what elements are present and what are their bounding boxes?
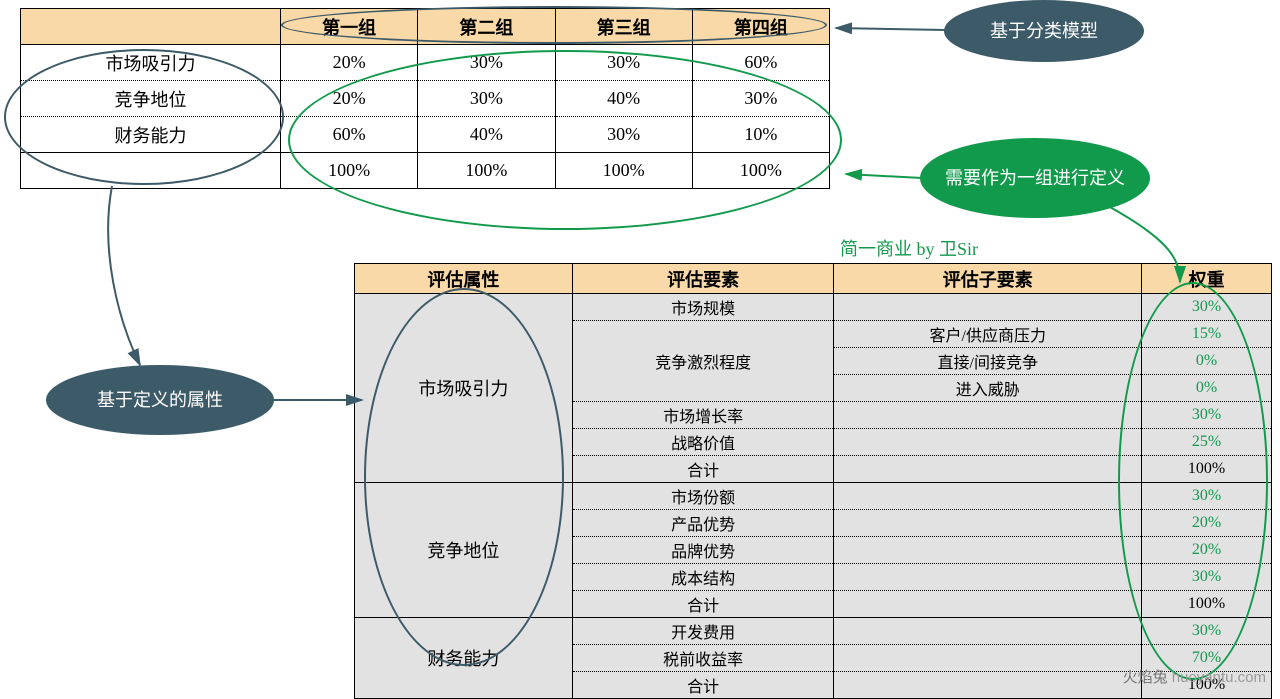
top-row2-label: 财务能力 [21,117,281,153]
bt-s1r4f: 合计 [572,591,834,618]
bt-s0r4s [834,402,1142,429]
top-t0: 100% [281,153,418,189]
top-col-2: 第三组 [555,9,692,45]
bt-s1r0w: 30% [1142,483,1272,510]
bt-s0r5s [834,429,1142,456]
bt-s0r1w: 15% [1142,321,1272,348]
bt-s0r5f: 战略价值 [572,429,834,456]
bt-s0r0s [834,294,1142,321]
bt-col2: 评估子要素 [834,264,1142,294]
bt-s1r3f: 成本结构 [572,564,834,591]
bottom-table-wrap: 评估属性 评估要素 评估子要素 权重 市场吸引力 市场规模 30% 竞争激烈程度… [354,263,1272,699]
bottom-table: 评估属性 评估要素 评估子要素 权重 市场吸引力 市场规模 30% 竞争激烈程度… [354,263,1272,699]
bt-s0r1s: 客户/供应商压力 [834,321,1142,348]
bt-s2r1f: 税前收益率 [572,645,834,672]
bt-s0r1f: 竞争激烈程度 [572,321,834,402]
watermark-en: huoyantu.com [1172,669,1266,686]
bt-s0r4w: 30% [1142,402,1272,429]
top-r0c1: 30% [418,45,555,81]
bt-s1r1f: 产品优势 [572,510,834,537]
bt-s2r0f: 开发费用 [572,618,834,645]
bt-s0r4f: 市场增长率 [572,402,834,429]
top-r1c3: 30% [692,81,829,117]
top-r2c1: 40% [418,117,555,153]
top-col-0: 第一组 [281,9,418,45]
bt-col1: 评估要素 [572,264,834,294]
top-table: 第一组 第二组 第三组 第四组 市场吸引力 20% 30% 30% 60% 竞争… [20,8,830,189]
bt-s1r0f: 市场份额 [572,483,834,510]
bt-attr2: 财务能力 [355,618,573,699]
bt-s0r6f: 合计 [572,456,834,483]
top-r1c0: 20% [281,81,418,117]
top-t2: 100% [555,153,692,189]
bt-s0r2s: 直接/间接竞争 [834,348,1142,375]
bubble-classify: 基于分类模型 [944,0,1144,62]
top-r0c0: 20% [281,45,418,81]
bt-s2r0w: 30% [1142,618,1272,645]
top-r2c2: 30% [555,117,692,153]
top-t3: 100% [692,153,829,189]
top-corner [21,9,281,45]
top-r2c3: 10% [692,117,829,153]
top-row1-label: 竞争地位 [21,81,281,117]
bt-s0r3s: 进入威胁 [834,375,1142,402]
watermark: 火焰兔 huoyantu.com [1123,666,1266,687]
top-r0c3: 60% [692,45,829,81]
bt-s1r2f: 品牌优势 [572,537,834,564]
bt-s0r2w: 0% [1142,348,1272,375]
bubble-group-def: 需要作为一组进行定义 [920,138,1150,218]
bt-attr1: 竞争地位 [355,483,573,618]
watermark-cn: 火焰兔 [1123,669,1168,686]
bt-s2r2f: 合计 [572,672,834,699]
bt-col0: 评估属性 [355,264,573,294]
top-col-1: 第二组 [418,9,555,45]
bt-s0r0w: 30% [1142,294,1272,321]
top-table-wrap: 第一组 第二组 第三组 第四组 市场吸引力 20% 30% 30% 60% 竞争… [20,8,830,189]
top-t1: 100% [418,153,555,189]
top-col-3: 第四组 [692,9,829,45]
bt-s0r6s [834,456,1142,483]
bt-s0r3w: 0% [1142,375,1272,402]
bt-s0r5w: 25% [1142,429,1272,456]
bt-attr0: 市场吸引力 [355,294,573,483]
caption: 简一商业 by 卫Sir [840,235,978,261]
bt-s1r4w: 100% [1142,591,1272,618]
bt-s0r0f: 市场规模 [572,294,834,321]
bt-s1r1w: 20% [1142,510,1272,537]
bt-s1r2w: 20% [1142,537,1272,564]
bt-s0r6w: 100% [1142,456,1272,483]
bt-s1r3w: 30% [1142,564,1272,591]
bubble-attr-def: 基于定义的属性 [46,365,274,435]
top-r0c2: 30% [555,45,692,81]
top-total-label [21,153,281,189]
top-r2c0: 60% [281,117,418,153]
top-row0-label: 市场吸引力 [21,45,281,81]
bt-col3: 权重 [1142,264,1272,294]
top-r1c1: 30% [418,81,555,117]
top-r1c2: 40% [555,81,692,117]
